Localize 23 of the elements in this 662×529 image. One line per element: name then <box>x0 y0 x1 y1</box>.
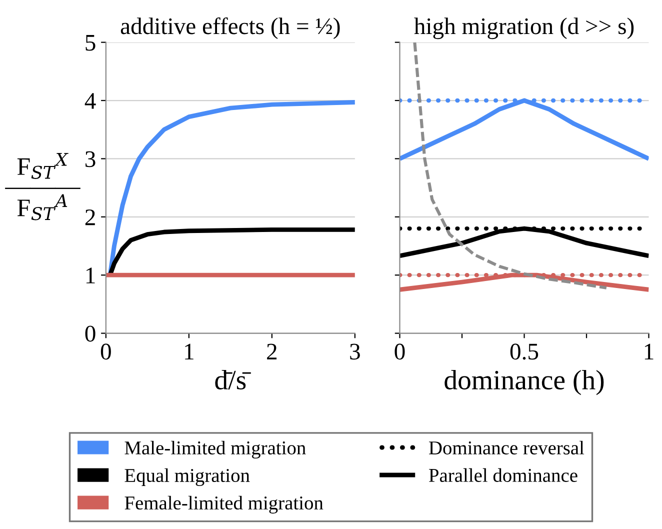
x-tick-label: 0.5 <box>510 344 538 360</box>
x-axis-title: dominance (h) <box>444 370 604 396</box>
y-tick-label: 1 <box>86 268 95 284</box>
y-tick-label: 5 <box>86 35 96 51</box>
legend-label: Parallel dominance <box>429 468 578 482</box>
legend-label: Male-limited migration <box>124 440 306 459</box>
x-tick-label: 2 <box>267 344 277 360</box>
legend-label: Dominance reversal <box>429 440 584 455</box>
legend-label: Female-limited migration <box>124 496 324 514</box>
y-tick-label: 0 <box>85 326 96 342</box>
x-tick-label: 0 <box>100 344 111 360</box>
chart-title: high migration (d >> s) <box>414 18 634 40</box>
legend-label: Equal migration <box>124 468 250 486</box>
x-tick-label: 1 <box>185 344 194 360</box>
x-axis-title: d̄/s̄ <box>215 370 251 390</box>
chart-title: additive effects (h = ½) <box>120 17 340 40</box>
x-tick-label: 1 <box>644 344 654 360</box>
x-tick-label: 0 <box>394 344 405 360</box>
text: F$_{ST}$$^{X}$ ――― F$_{ST}$$^{A}$ <box>5 152 80 220</box>
x-tick-label: 3 <box>350 344 360 360</box>
y-tick-label: 4 <box>84 93 96 109</box>
y-tick-label: 3 <box>86 151 96 168</box>
y-tick-label: 2 <box>85 209 95 226</box>
